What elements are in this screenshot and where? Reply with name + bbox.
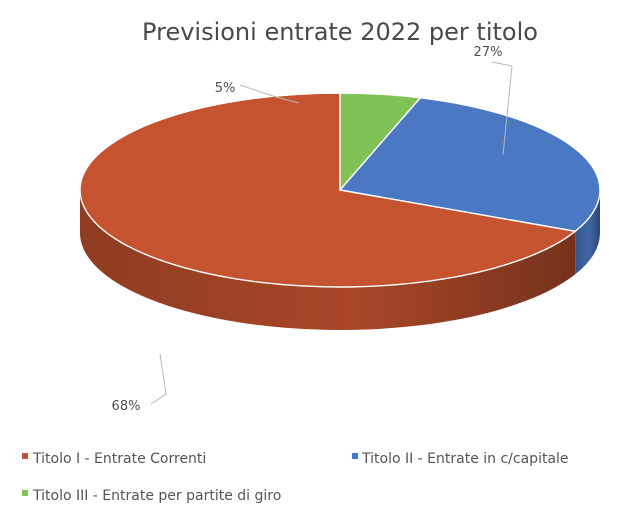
- legend-swatch-3: [22, 490, 28, 496]
- chart-legend: Titolo I - Entrate Correnti Titolo II - …: [22, 451, 569, 504]
- pie-slice-1: [79, 92, 577, 288]
- pie-slice-2: [338, 97, 601, 233]
- legend-item-2: Titolo II - Entrate in c/capitale: [352, 451, 569, 467]
- legend-swatch-2: [352, 453, 358, 459]
- data-label-slice-2: 27%: [474, 45, 503, 60]
- legend-label-3: Titolo III - Entrate per partite di giro: [32, 488, 281, 504]
- pie-top: [79, 92, 601, 288]
- data-label-slice-1: 68%: [112, 399, 141, 414]
- pie-side-1: [80, 190, 576, 330]
- legend-item-1: Titolo I - Entrate Correnti: [22, 451, 206, 467]
- pie-labels: 68% 27% 5%: [112, 45, 513, 414]
- legend-label-1: Titolo I - Entrate Correnti: [32, 451, 206, 467]
- leader-line-slice-2: [491, 61, 513, 156]
- leader-line-slice-1: [150, 353, 167, 405]
- legend-swatch-1: [22, 453, 28, 459]
- data-label-slice-3: 5%: [215, 81, 236, 96]
- legend-label-2: Titolo II - Entrate in c/capitale: [361, 451, 569, 467]
- legend-item-3: Titolo III - Entrate per partite di giro: [22, 488, 281, 504]
- chart-title: Previsioni entrate 2022 per titolo: [142, 18, 538, 46]
- leader-line-slice-3: [239, 84, 300, 104]
